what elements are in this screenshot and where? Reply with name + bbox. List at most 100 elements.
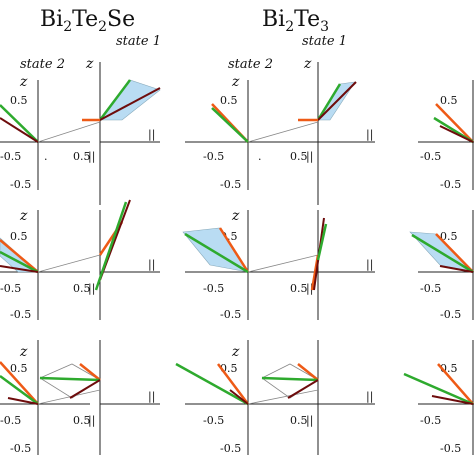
darkred-vector [287,379,319,399]
green-vector [184,232,249,274]
shaded-plane [99,79,161,121]
parallel-marker: || [366,128,373,142]
tick-label: -0.5 [220,178,241,191]
z-axis-label: z [19,344,28,360]
tick-label: 0.5 [73,414,91,427]
darkred-vector [69,379,101,399]
grid-line [37,389,101,405]
darkred-vector [229,389,249,405]
tick-label: 0.5 [290,414,308,427]
tick-label: -0.5 [0,150,21,163]
state1-label-right: state 1 [302,34,347,49]
orange-vector [297,363,319,381]
green-vector [94,201,128,291]
tick-label: 0.5 [290,150,308,163]
grid-line [247,389,319,405]
tick-label: -0.5 [0,414,21,427]
row2-panels: z z 0.5 -0.5 -0.5 0.5 0.5 -0.5 -0.5 0.5 … [0,199,474,321]
orange-vector [435,233,474,273]
darkred-vector [439,125,474,143]
parallel-marker: || [366,390,373,404]
tick-label: 0.5 [73,150,91,163]
tick-label: -0.5 [220,442,241,455]
grid-line [37,254,101,273]
z-axis-label: z [231,344,240,360]
tick-label: 0.5 [290,282,308,295]
tick-label: -0.5 [440,442,461,455]
z-axis-label: z [231,74,240,90]
state1-label-left: state 1 [116,34,161,49]
z-axis-label: z [303,56,312,72]
tick-label: 0.5 [440,94,458,107]
tick-label: 0.5 [10,230,28,243]
tick-label: -0.5 [420,150,441,163]
parallel-marker: || [88,414,95,428]
green-vector [99,79,131,121]
grid-line [261,363,319,381]
green-vector [316,223,328,261]
green-vector [316,83,342,121]
title-bi2te3: Bi2Te3 [262,7,329,35]
green-vector [261,376,319,382]
green-vector [403,372,474,406]
parallel-marker: || [366,258,373,272]
z-axis-label: z [19,74,28,90]
tick-label: -0.5 [10,442,31,455]
grid-line [39,363,101,381]
tick-label: -0.5 [0,282,21,295]
darkred-vector [439,265,474,273]
row3-panels: z z 0.5 -0.5 -0.5 0.5 0.5 -0.5 -0.5 0.5 … [0,340,474,455]
tick-label: -0.5 [420,414,441,427]
parallel-marker: || [306,282,313,296]
grid-line [261,377,319,399]
tick-label: 0.5 [10,94,28,107]
green-vector [411,233,474,274]
parallel-marker: || [306,414,313,428]
orange-vector [217,363,249,405]
orange-vector [0,361,39,405]
parallel-marker: || [148,128,155,142]
darkred-vector [317,81,357,121]
tick-label: . [258,150,262,163]
green-vector [211,107,249,143]
orange-vector [79,363,101,381]
tick-label: -0.5 [203,150,224,163]
state2-label-left: state 2 [20,57,65,72]
z-axis-label: z [231,208,240,224]
tick-label: . [44,150,48,163]
darkred-vector [7,397,39,405]
tick-label: 0.5 [10,362,28,375]
title-bi2te2se: Bi2Te2Se [40,7,135,35]
orange-vector [0,239,39,273]
tick-label: -0.5 [440,178,461,191]
orange-vector [218,227,250,273]
darkred-vector [431,395,474,405]
tick-label: -0.5 [420,282,441,295]
row1-panels: z z z z 0.5 -0.5 -0.5 . 0.5 0.5 -0.5 -0.… [0,56,474,205]
tick-label: 0.5 [220,94,238,107]
tick-label: 0.5 [440,230,458,243]
orange-vector [437,363,474,405]
parallel-marker: || [148,390,155,404]
darkred-vector [0,265,39,273]
tick-label: -0.5 [440,308,461,321]
grid-line [37,121,101,143]
tick-label: 0.5 [73,282,91,295]
tick-label: -0.5 [220,308,241,321]
tick-label: -0.5 [203,414,224,427]
parallel-marker: || [88,150,95,164]
darkred-vector [0,117,39,143]
green-vector [39,376,101,382]
green-vector [0,104,39,143]
tick-label: -0.5 [10,178,31,191]
grid-line [39,377,101,399]
orange-vector [435,103,474,143]
parallel-marker: || [306,150,313,164]
tick-label: -0.5 [10,308,31,321]
z-axis-label: z [19,208,28,224]
darkred-vector [99,87,161,121]
green-vector [0,374,39,406]
green-vector [175,362,249,406]
parallel-marker: || [88,282,95,296]
